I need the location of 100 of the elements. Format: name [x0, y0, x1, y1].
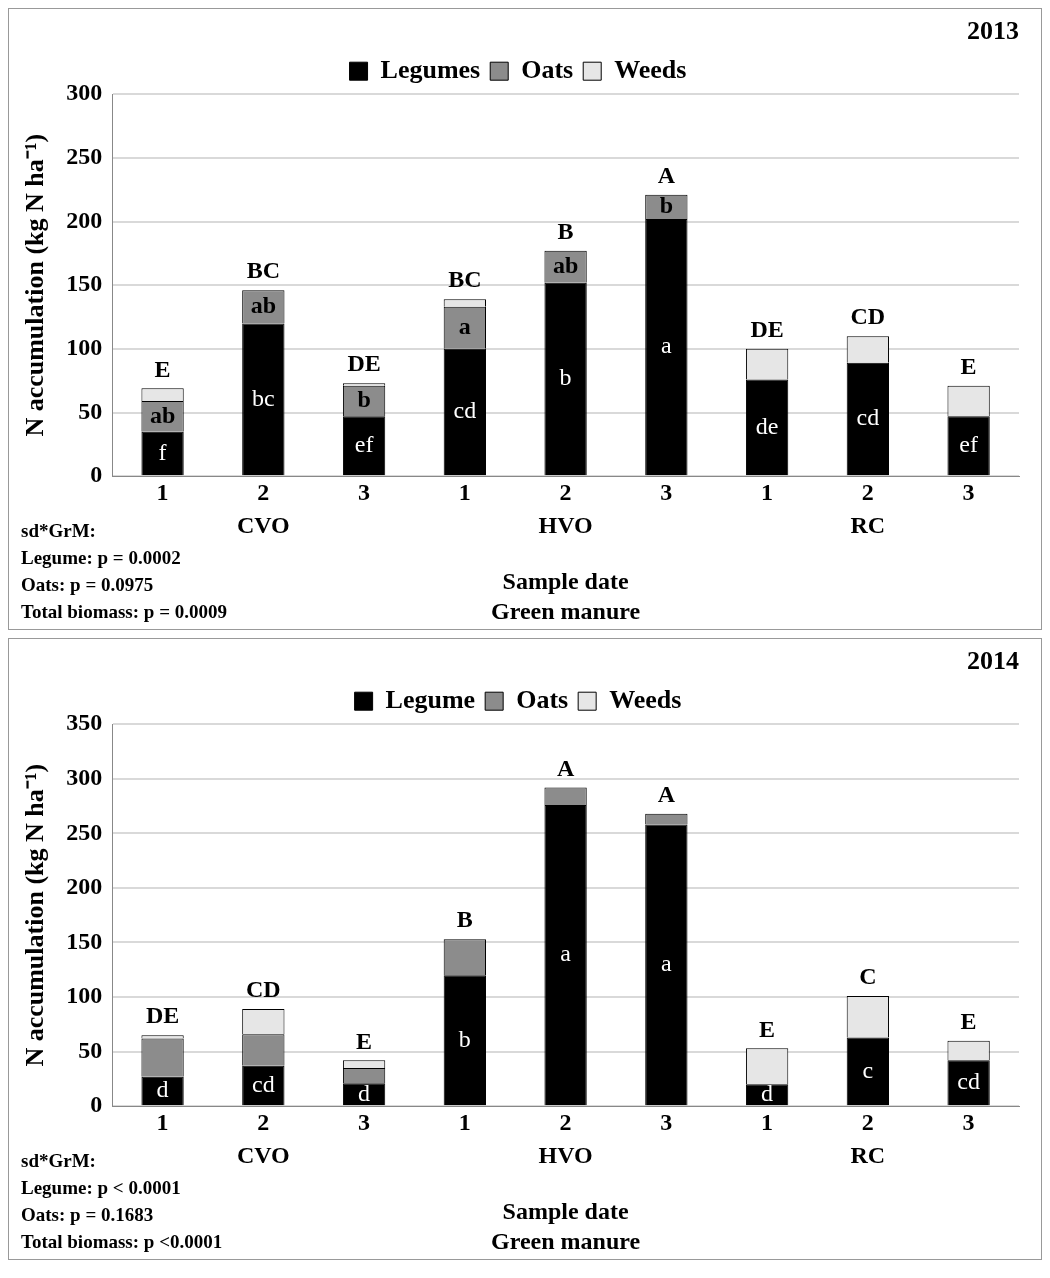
text: Total biomass: p = 0.0009: [21, 601, 227, 623]
x-axis-title: Sample date Green manure: [491, 1198, 641, 1255]
y-tick-label: 0: [90, 1091, 103, 1118]
x-tick-label: 3: [660, 1108, 673, 1135]
x-tick-label: 1: [156, 1108, 169, 1135]
x-tick-label: 3: [962, 478, 975, 505]
total-label: A: [657, 780, 676, 807]
data-label: ef: [354, 431, 374, 458]
text: Oats: p = 0.0975: [21, 574, 154, 596]
bar: [544, 804, 587, 1106]
text: sd*GrM:: [21, 1150, 96, 1172]
bar: [947, 416, 990, 476]
legend-label: Weeds: [609, 684, 682, 714]
bar: [141, 1076, 184, 1106]
total-label: DE: [145, 1002, 180, 1029]
data-label: de: [755, 412, 779, 439]
chart-title: 2013: [967, 16, 1019, 46]
bar: [544, 282, 587, 476]
y-tick-label: 300: [66, 763, 103, 790]
total-label: E: [960, 353, 977, 379]
total-label: E: [154, 355, 171, 382]
total-label: DE: [347, 350, 381, 377]
y-tick-label: 50: [78, 1036, 103, 1063]
total-label: CD: [850, 303, 886, 330]
data-label: d: [156, 1076, 169, 1103]
y-tick-label: 50: [78, 397, 103, 424]
data-label: f: [158, 438, 167, 465]
total-label: A: [556, 754, 575, 781]
x-axis-title: Sample date Green manure: [491, 568, 641, 625]
total-label: DE: [750, 316, 784, 343]
y-tick-label: 150: [66, 270, 103, 297]
text: RC: [850, 512, 886, 539]
text: CVO: [236, 1142, 290, 1169]
bar: [645, 218, 688, 476]
y-tick-label: 250: [66, 143, 103, 170]
data-label: a: [661, 332, 673, 359]
x-tick-label: 1: [156, 478, 169, 505]
data-label: ab: [149, 401, 176, 428]
text: CVO: [236, 512, 290, 539]
data-label: b: [458, 1025, 471, 1052]
y-tick-label: 300: [66, 79, 103, 106]
x-tick-label: 2: [257, 1108, 270, 1135]
data-label: ab: [250, 292, 277, 319]
x-tick-label: 2: [559, 478, 572, 505]
text: Legume: p = 0.0002: [21, 547, 181, 569]
legend-label: Oats: [516, 684, 569, 714]
text: RC: [850, 1142, 886, 1169]
y-axis-title: N accumulation (kg N ha⁻¹): [20, 133, 50, 437]
x-tick-label: 3: [358, 478, 371, 505]
data-label: c: [862, 1056, 874, 1083]
y-tick-label: 200: [66, 206, 103, 233]
data-label: ab: [552, 251, 579, 278]
text: sd*GrM:: [21, 520, 96, 542]
x-tick-label: 2: [559, 1108, 572, 1135]
text: Legume: p < 0.0001: [21, 1177, 181, 1199]
total-label: CD: [246, 976, 281, 1003]
total-label: BC: [246, 257, 281, 284]
y-tick-label: 100: [66, 334, 103, 361]
x-tick-label: 1: [761, 1108, 774, 1135]
total-label: B: [557, 218, 574, 245]
bar: [645, 824, 688, 1106]
y-tick-label: 100: [66, 982, 103, 1009]
x-tick-label: 2: [861, 1108, 874, 1135]
y-tick-label: 150: [66, 927, 103, 954]
total-label: E: [759, 1015, 776, 1042]
data-label: a: [458, 313, 471, 340]
x-tick-label: 1: [458, 1108, 471, 1135]
data-label: cd: [856, 404, 880, 431]
data-label: bc: [252, 384, 275, 411]
y-tick-label: 250: [66, 818, 103, 845]
x-tick-label: 3: [358, 1108, 371, 1135]
text: Total biomass: p <0.0001: [21, 1231, 223, 1253]
y-tick-label: 0: [90, 461, 103, 488]
legend-label: Weeds: [614, 54, 687, 84]
total-label: E: [356, 1027, 373, 1054]
data-label: b: [659, 192, 674, 219]
data-label: ef: [959, 431, 978, 458]
x-tick-label: 1: [761, 478, 774, 505]
data-label: cd: [957, 1068, 980, 1095]
data-label: cd: [453, 397, 477, 424]
total-label: BC: [448, 266, 482, 293]
y-tick-label: 350: [66, 709, 103, 736]
data-label: d: [761, 1080, 774, 1107]
data-label: d: [358, 1079, 371, 1106]
data-label: a: [560, 940, 572, 967]
chart-title: 2014: [967, 646, 1019, 676]
total-label: A: [657, 162, 676, 188]
total-label: E: [960, 1007, 977, 1034]
legend-label: Legume: [385, 684, 476, 714]
y-tick-label: 200: [66, 873, 103, 900]
data-label: b: [559, 364, 572, 391]
total-label: B: [456, 906, 473, 933]
y-axis-title: N accumulation (kg N ha⁻¹): [20, 763, 50, 1067]
text: Oats: p = 0.1683: [21, 1204, 154, 1226]
total-label: C: [859, 963, 877, 990]
x-tick-label: 1: [458, 478, 471, 505]
x-tick-label: 2: [257, 478, 270, 505]
legend-label: Oats: [521, 54, 574, 84]
x-tick-label: 3: [660, 478, 673, 505]
bar: [141, 431, 184, 476]
